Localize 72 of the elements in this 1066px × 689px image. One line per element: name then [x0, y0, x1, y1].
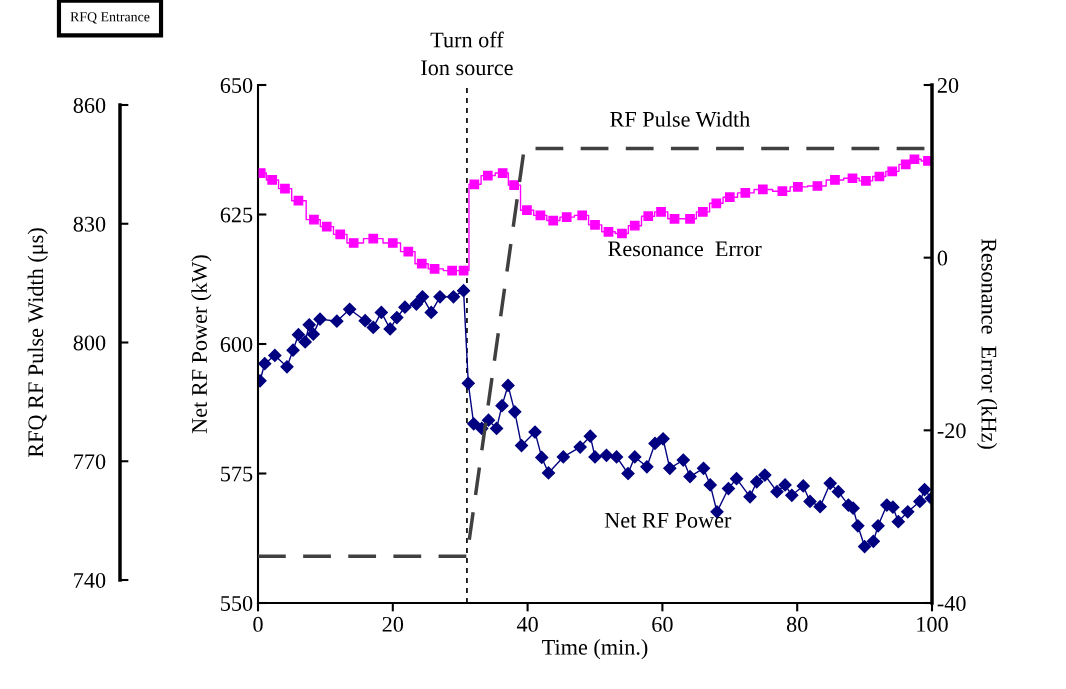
point: [387, 238, 398, 248]
point: [590, 219, 600, 230]
point: [757, 184, 768, 195]
annotation: RF Pulse Width: [610, 111, 750, 127]
point: [469, 179, 480, 190]
point: [429, 264, 440, 274]
point: [293, 195, 304, 206]
point: [812, 181, 823, 191]
point: [267, 175, 278, 185]
y2-axis-title: Resonance Error (kHz): [976, 238, 998, 449]
point: [416, 258, 427, 269]
text: RFQ Entrance: [70, 12, 150, 24]
y-tick-label: 650: [220, 77, 253, 93]
annotation: Net RF Power: [604, 512, 732, 528]
y2-tick-label: -40: [937, 595, 966, 611]
point: [321, 221, 332, 232]
point: [482, 170, 493, 181]
point: [711, 198, 722, 209]
y-tick-label: 600: [220, 336, 253, 352]
point: [777, 186, 788, 197]
y3-tick-label: 800: [73, 335, 106, 351]
ref-line-label: Turn off Ion source: [421, 31, 513, 76]
point: [368, 233, 379, 244]
point: [830, 175, 840, 185]
point: [887, 166, 898, 177]
x-tick-label: 100: [917, 616, 948, 632]
point: [561, 212, 572, 222]
point: [509, 180, 519, 191]
point: [629, 220, 640, 231]
point: [900, 159, 911, 170]
y3-tick-label: 860: [73, 97, 106, 113]
point: [280, 183, 290, 194]
point: [643, 211, 654, 222]
y3-axis-title: RFQ RF Pulse Width (μs): [27, 228, 48, 458]
point: [447, 265, 457, 276]
y-tick-label: 550: [221, 595, 253, 611]
point: [793, 182, 803, 192]
x-tick-label: 60: [652, 616, 673, 632]
y3-tick-label: 740: [74, 572, 106, 588]
y-tick-label: 625: [220, 207, 253, 223]
y2-tick-label: 20: [937, 77, 959, 93]
x-tick-label: 40: [516, 616, 538, 632]
point: [335, 229, 346, 240]
y-tick-label: 575: [221, 466, 253, 482]
y3-tick-label: 830: [73, 216, 106, 232]
point: [740, 188, 751, 198]
point: [309, 214, 319, 225]
point: [909, 154, 920, 165]
point: [656, 207, 666, 217]
point: [724, 192, 735, 203]
y-axis-title: Net RF Power (kW): [191, 255, 212, 434]
point: [577, 210, 588, 221]
y2-tick-label: 0: [937, 250, 948, 266]
x-tick-label: 0: [253, 616, 263, 632]
point: [669, 213, 680, 224]
x-axis-title: Time (min.): [542, 639, 648, 660]
point: [603, 226, 614, 237]
point: [617, 228, 627, 239]
point: [522, 205, 532, 216]
point: [403, 246, 414, 257]
y2-tick-label: -20: [937, 423, 966, 439]
point: [497, 168, 508, 178]
point: [861, 175, 871, 186]
point: [685, 213, 695, 224]
point: [548, 215, 559, 226]
x-tick-label: 20: [382, 616, 404, 632]
annotation: Resonance Error: [608, 241, 762, 257]
point: [697, 207, 708, 217]
x-tick-label: 80: [786, 616, 808, 632]
point: [847, 173, 858, 184]
point: [348, 238, 359, 248]
y3-tick-label: 770: [74, 454, 106, 470]
